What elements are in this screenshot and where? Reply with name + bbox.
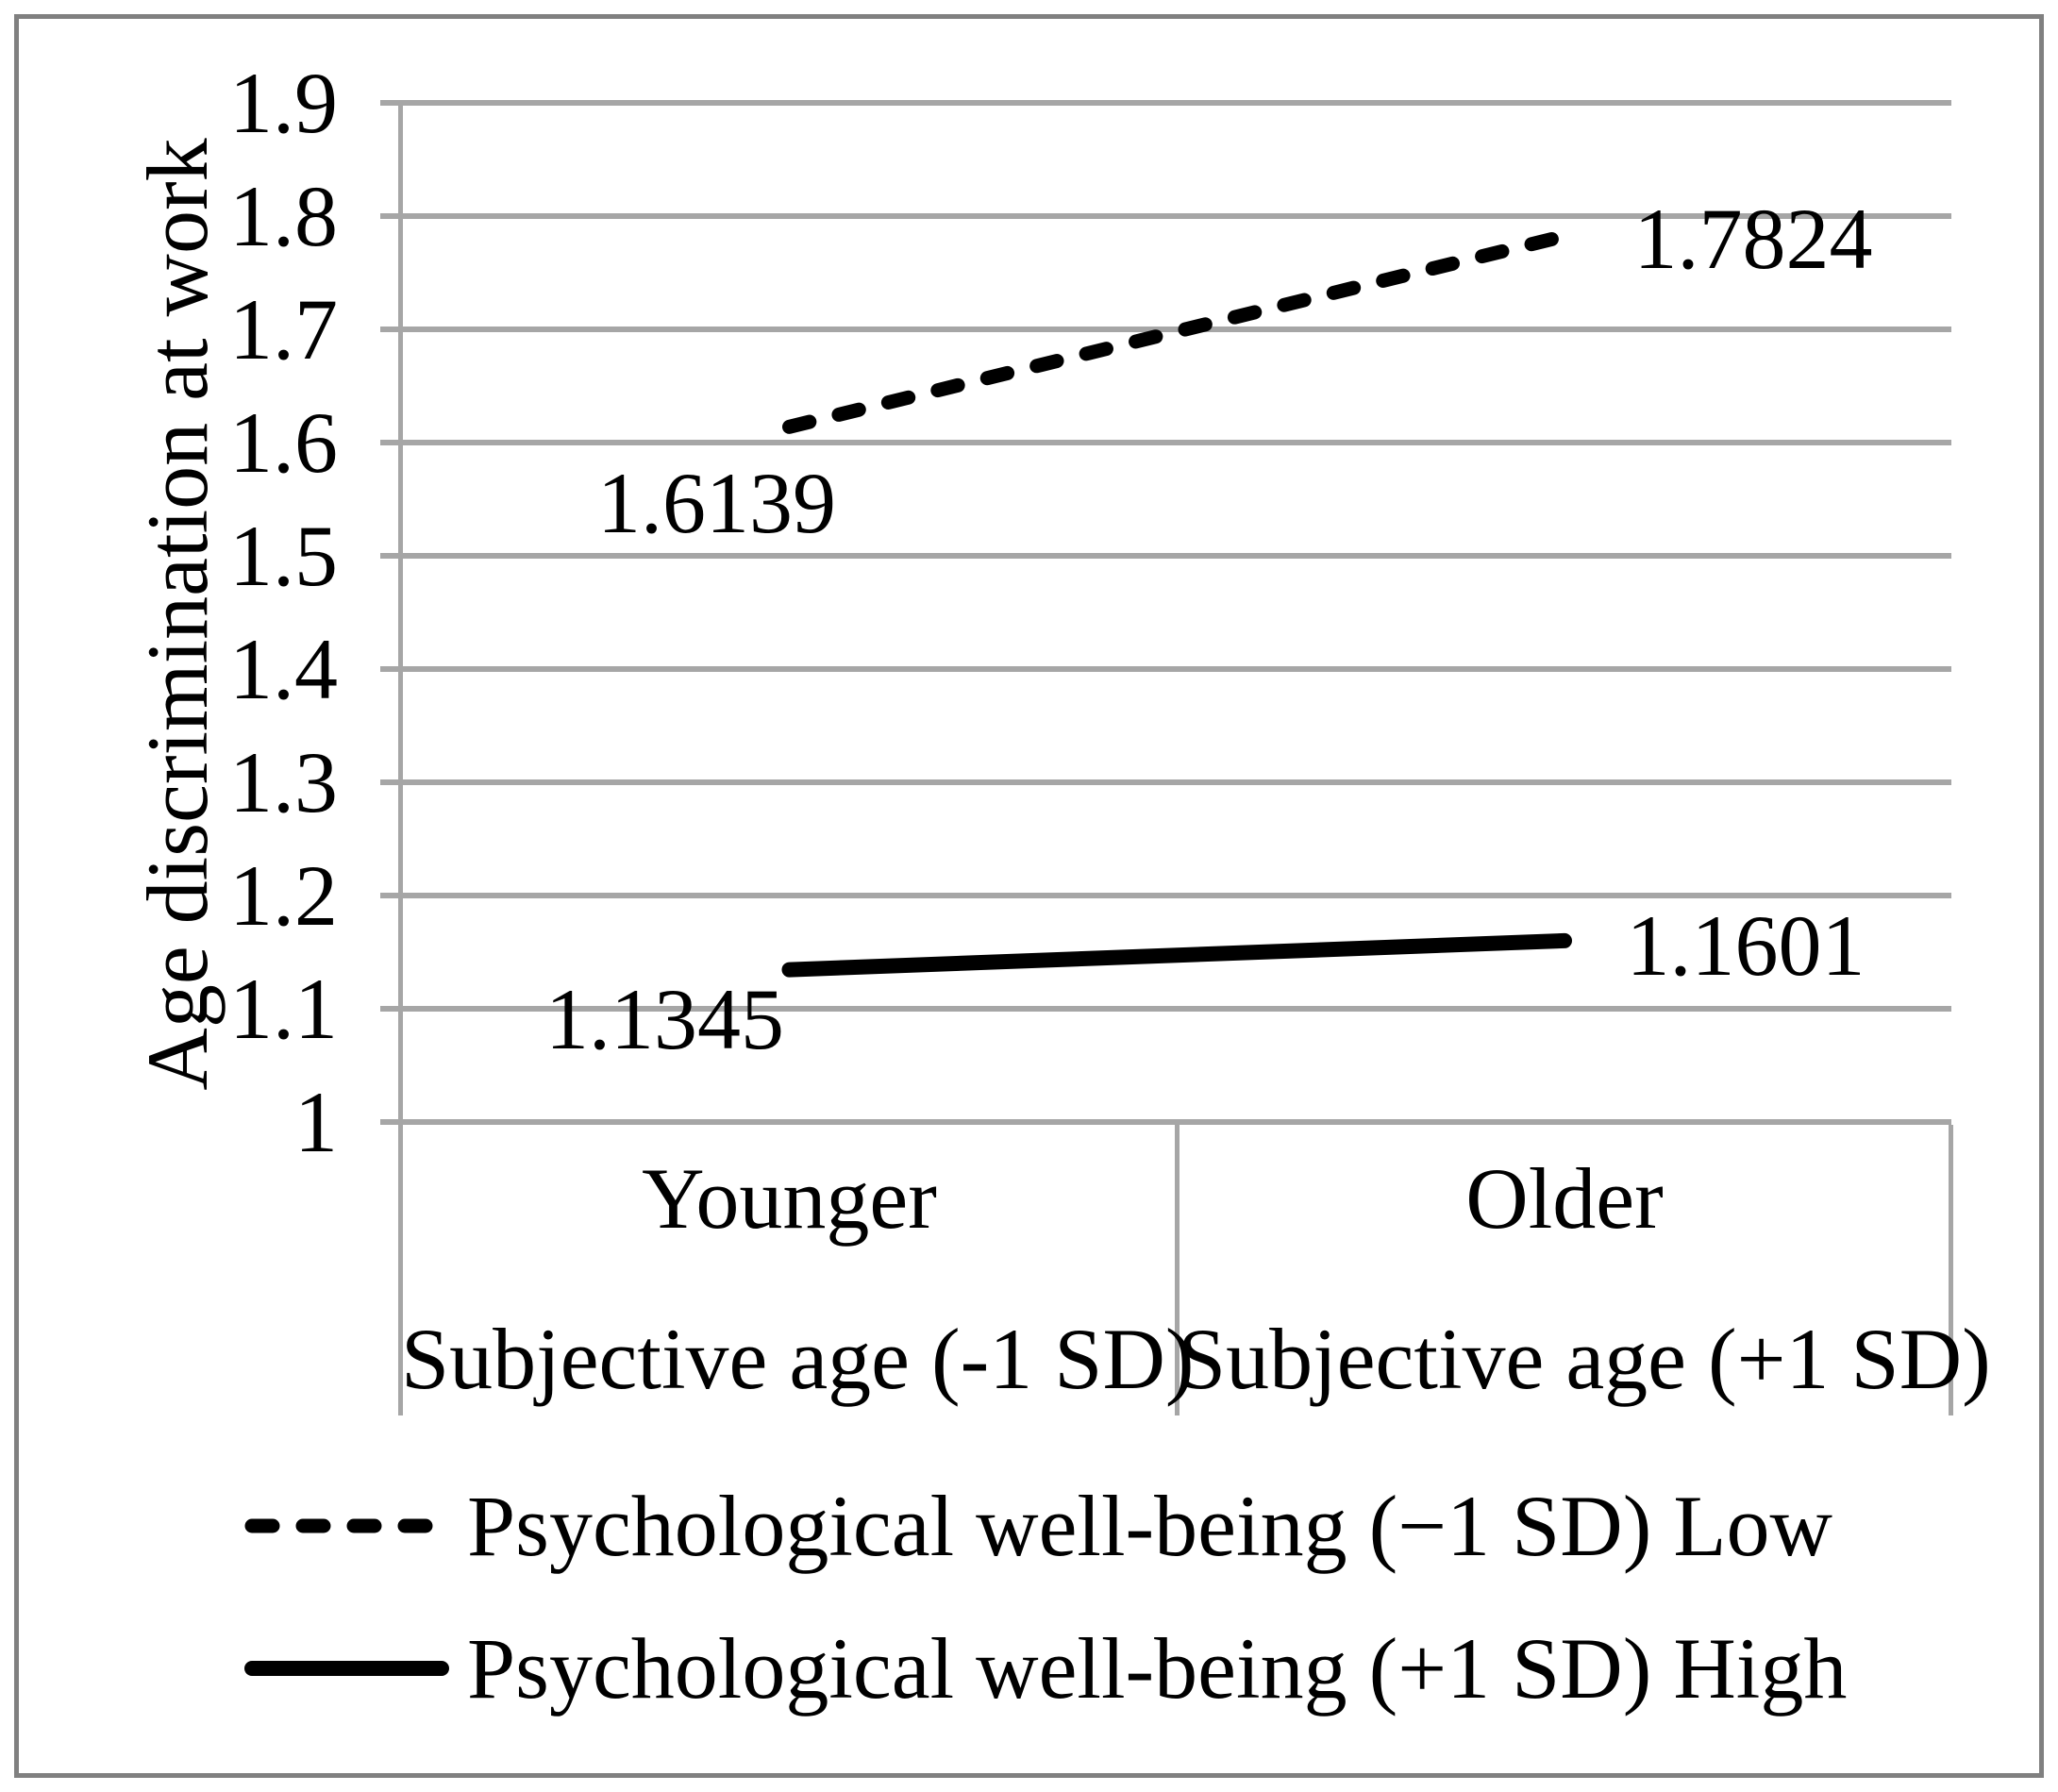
y-tick-label: 1.9 xyxy=(229,55,338,151)
y-axis-line xyxy=(398,100,403,1415)
y-tick-label: 1.7 xyxy=(229,281,338,377)
gridline xyxy=(380,779,1951,785)
category-divider-line xyxy=(1175,1125,1180,1415)
y-tick-label: 1.3 xyxy=(229,734,338,830)
y-tick-label: 1.4 xyxy=(229,621,338,717)
data-label: 1.1345 xyxy=(545,970,784,1067)
legend-label: Psychological well-being (−1 SD) Low xyxy=(467,1478,1832,1574)
gridline xyxy=(380,1006,1951,1012)
legend-item-low-wellbeing: Psychological well-being (−1 SD) Low xyxy=(243,1465,1832,1587)
category-right-edge-line xyxy=(1949,1125,1953,1415)
gridline xyxy=(380,440,1951,445)
gridline xyxy=(380,100,1951,106)
data-label: 1.1601 xyxy=(1626,896,1866,994)
dashed-line-swatch xyxy=(244,1518,449,1533)
x-category-younger-sub: Subjective age (-1 SD) xyxy=(401,1311,1195,1407)
y-tick-label: 1 xyxy=(294,1074,338,1170)
x-category-older: Older xyxy=(1465,1150,1664,1247)
legend-item-high-wellbeing: Psychological well-being (+1 SD) High xyxy=(243,1607,1847,1730)
x-category-younger: Younger xyxy=(642,1150,937,1247)
gridline xyxy=(380,213,1951,219)
gridline xyxy=(380,553,1951,559)
solid-line-swatch xyxy=(244,1661,449,1676)
gridline xyxy=(380,893,1951,898)
data-label: 1.7824 xyxy=(1633,191,1873,288)
y-tick-label: 1.6 xyxy=(229,394,338,491)
gridline xyxy=(380,1119,1951,1125)
data-label: 1.6139 xyxy=(597,455,836,552)
y-tick-label: 1.8 xyxy=(229,168,338,264)
gridline xyxy=(380,327,1951,332)
y-tick-label: 1.2 xyxy=(229,847,338,944)
y-tick-label: 1.5 xyxy=(229,508,338,604)
legend-label: Psychological well-being (+1 SD) High xyxy=(467,1620,1848,1717)
x-category-older-sub: Subjective age (+1 SD) xyxy=(1178,1311,1991,1407)
gridline xyxy=(380,666,1951,672)
y-tick-label: 1.1 xyxy=(229,961,338,1057)
